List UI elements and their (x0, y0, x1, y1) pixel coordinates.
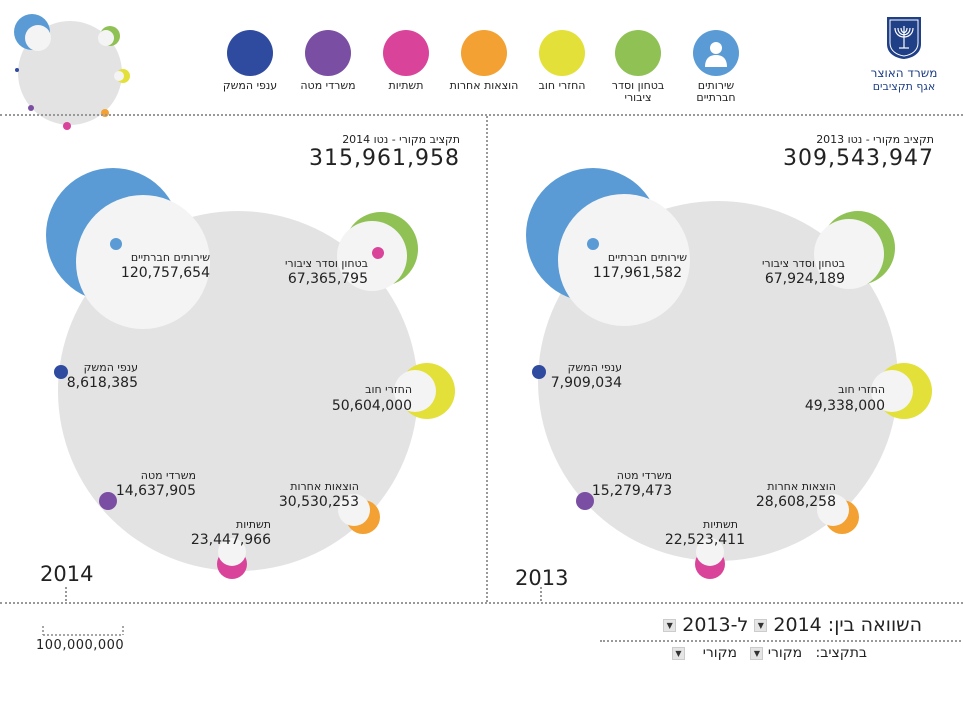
person-icon (703, 39, 729, 67)
economy-label-2013: ענפי המשק (568, 361, 622, 374)
year-b-dropdown-icon[interactable]: ▼ (663, 619, 676, 632)
mini-infra-bubble (63, 122, 71, 130)
legend-item-debt[interactable]: החזרי חוב (524, 30, 600, 92)
other-value-2014: 30,530,253 (279, 494, 359, 510)
bubble-chart-2013: שירותים חברתיים 117,961,582 בטחון וסדר צ… (486, 160, 963, 590)
hq-label-2013: משרדי מטה (617, 469, 672, 482)
legend-item-security[interactable]: בטחון וסדר ציבורי (600, 30, 676, 104)
header-divider (0, 114, 963, 116)
legend-label-economy: ענפי המשק (212, 80, 288, 92)
hq-bubble-2014[interactable] (99, 492, 117, 510)
security-dot-2014 (372, 247, 384, 259)
controls-divider (600, 640, 961, 642)
budget-b-select[interactable]: מקורי ▼ (672, 645, 737, 661)
economy-value-2013: 7,909,034 (551, 375, 622, 391)
legend-circle-economy (227, 30, 273, 76)
debt-label-2013: החזרי חוב (838, 383, 885, 396)
social-value-2013: 117,961,582 (593, 265, 682, 281)
social-label-2013: שירותים חברתיים (608, 251, 687, 264)
compare-row: השוואה בין: 2014 ▼ ל-2013 ▼ (612, 614, 922, 636)
social-dot-2013 (587, 238, 599, 250)
mini-social-inner (25, 25, 51, 51)
scale-bar (40, 622, 130, 638)
other-label-2014: הוצאות אחרות (290, 480, 359, 493)
ministry-logo: משרד האוצר אגף תקציבים (858, 14, 950, 93)
hq-value-2014: 14,637,905 (116, 483, 196, 499)
legend-item-social[interactable]: שירותים חברתיים (678, 30, 754, 104)
debt-label-2014: החזרי חוב (365, 383, 412, 396)
mini-security-inner (98, 30, 114, 46)
budget-a-value: מקורי (768, 645, 802, 661)
hq-label-2014: משרדי מטה (141, 469, 196, 482)
security-value-2014: 67,365,795 (288, 271, 368, 287)
department-name: אגף תקציבים (858, 80, 950, 93)
other-label-2013: הוצאות אחרות (767, 480, 836, 493)
legend-circle-other (461, 30, 507, 76)
compare-label: השוואה בין: (828, 614, 922, 636)
infra-label-2014: תשתיות (236, 518, 271, 531)
year-a-select[interactable]: 2014 ▼ (748, 614, 821, 636)
economy-label-2014: ענפי המשק (84, 361, 138, 374)
budget-a-select[interactable]: מקורי ▼ (746, 645, 802, 661)
year-b-prefix: ל- (731, 614, 749, 636)
left-year-label: 2014 (40, 562, 93, 586)
left-year-tick (65, 587, 67, 601)
other-value-2013: 28,608,258 (756, 494, 836, 510)
hq-value-2013: 15,279,473 (592, 483, 672, 499)
footer-divider (0, 602, 963, 604)
legend-label-security: בטחון וסדר ציבורי (600, 80, 676, 104)
legend-item-other[interactable]: הוצאות אחרות (446, 30, 522, 92)
bubble-chart-2014: שירותים חברתיים 120,757,654 בטחון וסדר צ… (0, 160, 486, 590)
legend-item-hq[interactable]: משרדי מטה (290, 30, 366, 92)
budget-label: בתקציב: (816, 645, 867, 661)
legend-label-hq: משרדי מטה (290, 80, 366, 92)
legend-label-social: שירותים חברתיים (686, 80, 746, 104)
security-label-2013: בטחון וסדר ציבורי (762, 257, 845, 270)
security-value-2013: 67,924,189 (765, 271, 845, 287)
legend-circle-hq (305, 30, 351, 76)
legend-circle-debt (539, 30, 585, 76)
legend-circle-security (615, 30, 661, 76)
legend-circle-social (693, 30, 739, 76)
budget-a-dropdown-icon[interactable]: ▼ (750, 647, 763, 660)
economy-value-2014: 8,618,385 (67, 375, 138, 391)
year-a-value: 2014 (773, 614, 821, 636)
year-a-dropdown-icon[interactable]: ▼ (754, 619, 767, 632)
legend-item-infra[interactable]: תשתיות (368, 30, 444, 92)
legend-label-other: הוצאות אחרות (446, 80, 522, 92)
ministry-name: משרד האוצר (858, 66, 950, 80)
infra-value-2014: 23,447,966 (191, 532, 271, 548)
legend-label-debt: החזרי חוב (524, 80, 600, 92)
budget-b-dropdown-icon[interactable]: ▼ (672, 647, 685, 660)
legend-item-economy[interactable]: ענפי המשק (212, 30, 288, 92)
debt-value-2013: 49,338,000 (805, 398, 885, 414)
legend-circle-infra (383, 30, 429, 76)
mini-economy-bubble (15, 68, 19, 72)
budget-row: בתקציב: מקורי ▼ מקורי ▼ (612, 645, 867, 661)
mini-overview[interactable] (10, 10, 140, 135)
infra-label-2013: תשתיות (703, 518, 738, 531)
year-b-value: 2013 (682, 614, 730, 636)
mini-hq-bubble (28, 105, 34, 111)
security-label-2014: בטחון וסדר ציבורי (285, 257, 368, 270)
social-value-2014: 120,757,654 (121, 265, 210, 281)
right-year-tick (540, 587, 542, 601)
legend-label-infra: תשתיות (368, 80, 444, 92)
mini-debt-inner (114, 71, 124, 81)
debt-value-2014: 50,604,000 (332, 398, 412, 414)
left-total-label: תקציב מקורי - נטו 2014 (250, 133, 460, 146)
social-dot-2014 (110, 238, 122, 250)
social-label-2014: שירותים חברתיים (131, 251, 210, 264)
economy-bubble-2013[interactable] (532, 365, 546, 379)
right-total-label: תקציב מקורי - נטו 2013 (724, 133, 934, 146)
menorah-emblem-icon (884, 14, 924, 60)
scale-value: 100,000,000 (36, 638, 124, 653)
year-b-select[interactable]: ל-2013 ▼ (663, 614, 748, 636)
budget-b-value: מקורי (703, 645, 737, 661)
infra-value-2013: 22,523,411 (665, 532, 745, 548)
